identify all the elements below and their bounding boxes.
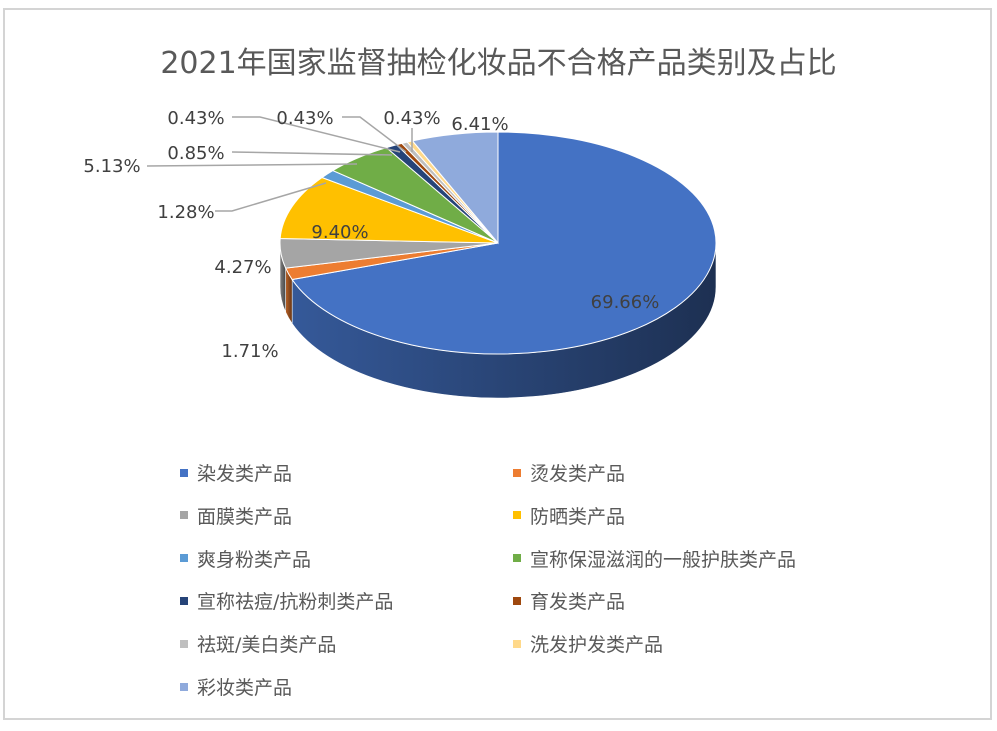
legend-item[interactable]: 洗发护发类产品 [513, 630, 663, 657]
legend-label: 染发类产品 [197, 463, 293, 485]
legend-marker [513, 511, 521, 520]
data-label-2: 4.27% [214, 257, 271, 278]
legend-label: 爽身粉类产品 [197, 548, 312, 571]
legend-marker [180, 682, 188, 691]
pie-sides [279, 242, 717, 399]
data-label-1: 1.71% [221, 341, 278, 362]
leader-line-3 [232, 116, 401, 153]
data-label-8: 0.43% [276, 108, 333, 129]
legend-marker [180, 554, 188, 563]
leader-line-4 [342, 116, 407, 153]
legend-item[interactable]: 祛斑/美白类产品 [180, 630, 336, 657]
data-label-4: 1.28% [157, 202, 214, 223]
data-label-6: 0.85% [167, 143, 224, 164]
leader-line-2 [231, 151, 393, 156]
legend-label: 祛斑/美白类产品 [197, 634, 337, 657]
leader-line-0 [215, 182, 327, 212]
legend-label: 宣称祛痘/抗粉刺类产品 [197, 591, 394, 614]
legend-marker [180, 511, 188, 520]
legend-item[interactable]: 爽身粉类产品 [180, 545, 311, 572]
legend-label: 宣称保湿滋润的一般护肤类产品 [530, 548, 797, 571]
legend-item[interactable]: 染发类产品 [180, 459, 292, 486]
legend-marker [513, 468, 521, 477]
slice-3[interactable] [279, 176, 499, 244]
leader-line-1 [146, 163, 358, 167]
legend-label: 洗发护发类产品 [530, 634, 664, 657]
legend-item[interactable]: 育发类产品 [513, 587, 625, 614]
legend-label: 防晒类产品 [530, 505, 626, 528]
legend-item[interactable]: 宣称祛痘/抗粉刺类产品 [180, 587, 393, 614]
data-label-9: 0.43% [383, 108, 440, 129]
legend-marker [180, 596, 188, 605]
legend-marker [180, 639, 188, 648]
legend-label: 彩妆类产品 [197, 677, 293, 699]
legend-marker [180, 468, 188, 477]
legend-label: 烫发类产品 [530, 463, 626, 485]
legend-label: 育发类产品 [530, 591, 626, 614]
chart-title: 2021年国家监督抽检化妆品不合格产品类别及占比 [160, 46, 837, 81]
data-label-3: 9.40% [311, 222, 368, 243]
legend-marker [513, 596, 521, 605]
data-label-10: 6.41% [451, 114, 508, 135]
legend-item[interactable]: 烫发类产品 [513, 459, 625, 486]
data-label-7: 0.43% [167, 108, 224, 129]
legend-item[interactable]: 面膜类产品 [180, 502, 292, 529]
legend-item[interactable]: 彩妆类产品 [180, 673, 292, 700]
legend-item[interactable]: 宣称保湿滋润的一般护肤类产品 [513, 545, 796, 572]
pie-tops [279, 131, 717, 355]
data-label-5: 5.13% [83, 156, 140, 177]
slice-0[interactable] [291, 131, 717, 355]
legend-marker [513, 554, 521, 563]
legend-label: 面膜类产品 [197, 505, 293, 528]
legend-marker [513, 639, 521, 648]
data-label-0: 69.66% [591, 292, 660, 313]
legend-item[interactable]: 防晒类产品 [513, 502, 625, 529]
